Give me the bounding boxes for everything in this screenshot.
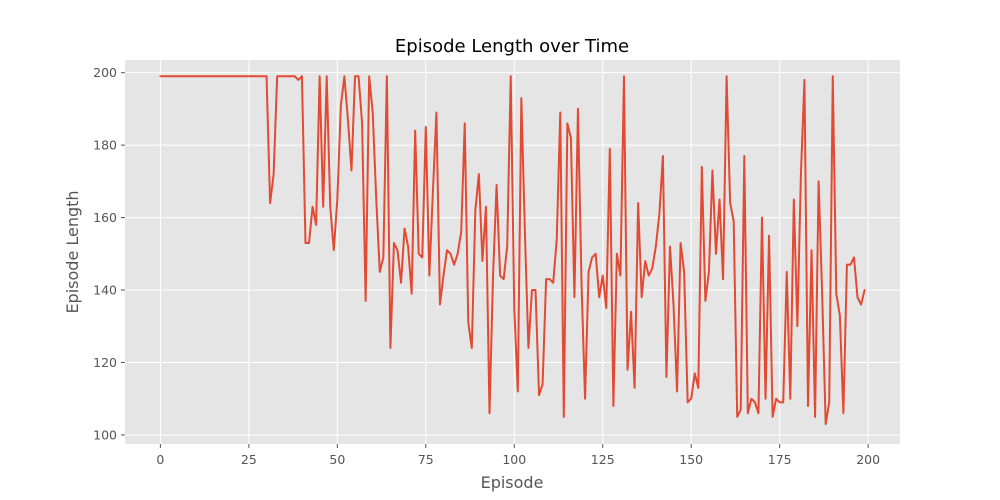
y-tick-label: 160 xyxy=(93,210,117,225)
x-tick-label: 25 xyxy=(241,452,257,467)
x-axis-label: Episode xyxy=(481,473,544,492)
series-line xyxy=(159,75,866,426)
x-tick-label: 100 xyxy=(502,452,526,467)
y-tick-label: 120 xyxy=(93,355,117,370)
y-axis-ticks: 100 120 140 160 180 200 xyxy=(93,65,125,442)
x-tick-label: 50 xyxy=(329,452,345,467)
y-tick-label: 100 xyxy=(93,427,117,442)
x-tick-label: 125 xyxy=(591,452,615,467)
x-tick-label: 75 xyxy=(418,452,434,467)
x-axis-ticks: 0 25 50 75 100 125 150 175 200 xyxy=(156,444,880,467)
y-axis-label: Episode Length xyxy=(63,190,82,313)
y-tick-label: 140 xyxy=(93,283,117,298)
x-tick-label: 0 xyxy=(156,452,164,467)
x-tick-label: 175 xyxy=(768,452,792,467)
x-tick-label: 150 xyxy=(679,452,703,467)
y-tick-label: 200 xyxy=(93,65,117,80)
y-tick-label: 180 xyxy=(93,138,117,153)
x-tick-label: 200 xyxy=(856,452,880,467)
chart-title: Episode Length over Time xyxy=(395,36,629,57)
